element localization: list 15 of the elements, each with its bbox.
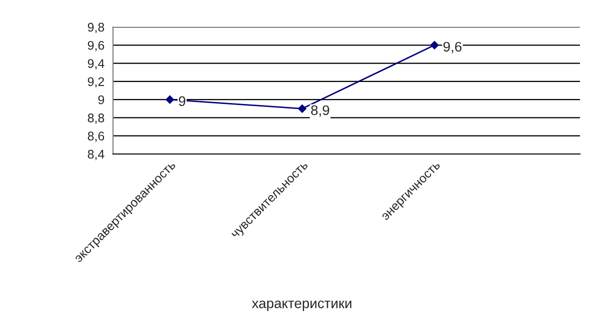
data-label: 9	[178, 96, 186, 106]
y-tick-label: 8,4	[88, 150, 104, 160]
y-tick-label: 9	[98, 95, 104, 104]
y-tick-label: 9,8	[88, 22, 104, 34]
data-label: 9,6	[443, 42, 462, 54]
point	[430, 41, 439, 50]
y-tick-label: 9,6	[88, 40, 104, 52]
y-tick-label: 8,6	[88, 132, 104, 142]
x-axis-title: характеристики	[252, 300, 352, 311]
point	[298, 104, 306, 113]
y-tick-label: 8,8	[88, 114, 104, 124]
data-label: 8,9	[311, 105, 330, 117]
y-tick-label: 9,2	[88, 77, 104, 88]
y-tick-label: 9,4	[88, 59, 104, 70]
point	[166, 95, 174, 104]
